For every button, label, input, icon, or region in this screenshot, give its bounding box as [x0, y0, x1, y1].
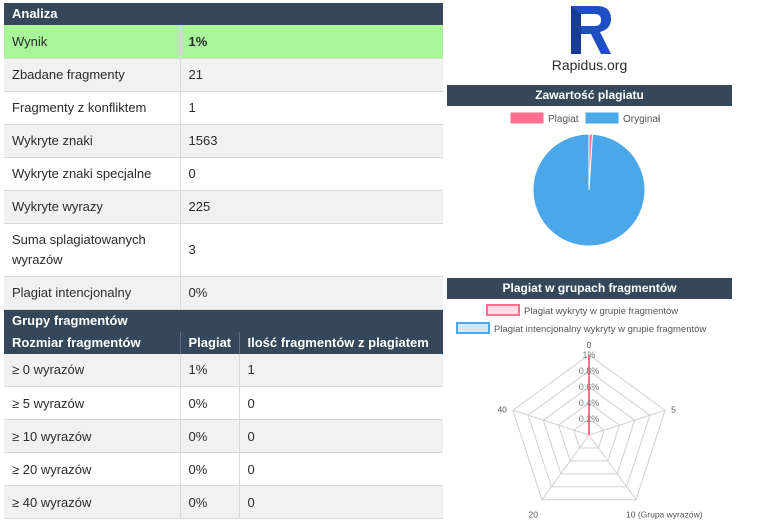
- legend-swatch: [510, 112, 544, 124]
- radar-grid-ring: [557, 402, 621, 462]
- left-panel: Analiza Wynik 1% Zbadane fragmenty 21 Fr…: [4, 3, 443, 519]
- radar-tick-label: 0.8%: [579, 366, 600, 376]
- pie-chart: Plagiat Oryginał: [510, 112, 661, 247]
- analysis-section-title: Analiza: [4, 3, 443, 25]
- radar-grid-ring: [573, 418, 605, 449]
- table-row: ≥ 5 wyrazów 0% 0: [4, 386, 443, 420]
- row-label: Wykryte wyrazy: [4, 190, 180, 224]
- table-row: Plagiat intencjonalny 0%: [4, 276, 443, 310]
- legend-swatch: [486, 304, 520, 316]
- count-cell: 1: [238, 353, 443, 387]
- plagiat-cell: 1%: [179, 353, 239, 387]
- radar-chart: Plagiat wykryty w grupie fragmentów Plagi…: [456, 304, 706, 519]
- row-value: 1%: [179, 25, 443, 59]
- row-label: Fragmenty z konfliktem: [4, 91, 180, 125]
- radar-tick-label: 0.6%: [579, 382, 600, 392]
- groups-section-title: Grupy fragmentów: [4, 309, 443, 332]
- row-value: 3: [179, 223, 443, 277]
- brand-name: Rapidus.org: [551, 57, 628, 73]
- pie-chart-title: Zawartość plagiatu: [447, 85, 732, 106]
- table-row: Zbadane fragmenty 21: [4, 58, 443, 92]
- count-cell: 0: [238, 485, 443, 519]
- radar-axis-label: 40: [497, 404, 507, 414]
- legend-label: Plagiat wykryty w grupie fragmentów: [524, 306, 678, 317]
- count-cell: 0: [238, 452, 443, 486]
- radar-spoke: [512, 409, 590, 436]
- legend-label: Oryginał: [623, 114, 661, 125]
- row-value: 0: [179, 157, 443, 191]
- row-label: Suma splagiatowanych wyrazów: [4, 223, 180, 277]
- radar-axis-label: 0: [587, 340, 592, 350]
- table-row: Wykryte znaki specjalne 0: [4, 157, 443, 191]
- row-value: 0%: [179, 276, 443, 310]
- pie-slice: [532, 133, 646, 247]
- radar-grid-ring: [542, 386, 636, 475]
- row-label: Wynik: [4, 25, 180, 59]
- plagiat-cell: 0%: [179, 419, 239, 453]
- groups-table: Rozmiar fragmentów Plagiat Ilość fragmen…: [4, 331, 443, 519]
- radar-axis-label: 10 (Grupa wyrazów): [626, 510, 703, 519]
- legend-label: Plagiat: [548, 114, 579, 125]
- table-row: Fragmenty z konfliktem 1: [4, 91, 443, 125]
- column-header: Plagiat: [179, 331, 239, 354]
- column-header: Rozmiar fragmentów: [4, 331, 180, 354]
- row-label: Wykryte znaki specjalne: [4, 157, 180, 191]
- plagiat-cell: 0%: [179, 452, 239, 486]
- analysis-table: Wynik 1% Zbadane fragmenty 21 Fragmenty …: [4, 25, 443, 310]
- row-label: Zbadane fragmenty: [4, 58, 180, 92]
- size-cell: ≥ 0 wyrazów: [4, 353, 180, 387]
- plagiat-cell: 0%: [179, 386, 239, 420]
- radar-tick-label: 1%: [582, 350, 595, 360]
- rapidus-r-logo-icon: [571, 6, 611, 54]
- legend-swatch: [456, 322, 490, 334]
- count-cell: 0: [238, 386, 443, 420]
- row-value: 1: [179, 91, 443, 125]
- size-cell: ≥ 40 wyrazów: [4, 485, 180, 519]
- row-value: 225: [179, 190, 443, 224]
- radar-axis-label: 20: [529, 510, 539, 519]
- plagiat-cell: 0%: [179, 485, 239, 519]
- table-row: ≥ 20 wyrazów 0% 0: [4, 452, 443, 486]
- row-label: Wykryte znaki: [4, 124, 180, 158]
- table-row: ≥ 0 wyrazów 1% 1: [4, 353, 443, 387]
- legend-label: Plagiat intencjonalny wykryty w grupie f…: [494, 324, 706, 335]
- radar-axis-label: 5: [671, 404, 676, 414]
- radar-spoke: [541, 434, 590, 501]
- radar-tick-label: 0.2%: [579, 414, 600, 424]
- table-row: Suma splagiatowanych wyrazów 3: [4, 223, 443, 277]
- radar-spoke: [588, 409, 666, 436]
- table-header-row: Rozmiar fragmentów Plagiat Ilość fragmen…: [4, 331, 443, 354]
- table-row: Wykryte wyrazy 225: [4, 190, 443, 224]
- radar-tick-label: 0.4%: [579, 398, 600, 408]
- table-row: Wynik 1%: [4, 25, 443, 59]
- radar-grid-ring: [512, 354, 666, 501]
- radar-spoke: [588, 434, 637, 501]
- legend-swatch: [585, 112, 619, 124]
- row-value: 21: [179, 58, 443, 92]
- radar-grid-ring: [527, 370, 651, 488]
- row-label: Plagiat intencjonalny: [4, 276, 180, 310]
- size-cell: ≥ 5 wyrazów: [4, 386, 180, 420]
- table-row: ≥ 10 wyrazów 0% 0: [4, 419, 443, 453]
- size-cell: ≥ 10 wyrazów: [4, 419, 180, 453]
- column-header: Ilość fragmentów z plagiatem: [238, 331, 443, 354]
- radar-chart-title: Plagiat w grupach fragmentów: [447, 278, 732, 299]
- size-cell: ≥ 20 wyrazów: [4, 452, 180, 486]
- table-row: Wykryte znaki 1563: [4, 124, 443, 158]
- table-row: ≥ 40 wyrazów 0% 0: [4, 485, 443, 519]
- row-value: 1563: [179, 124, 443, 158]
- count-cell: 0: [238, 419, 443, 453]
